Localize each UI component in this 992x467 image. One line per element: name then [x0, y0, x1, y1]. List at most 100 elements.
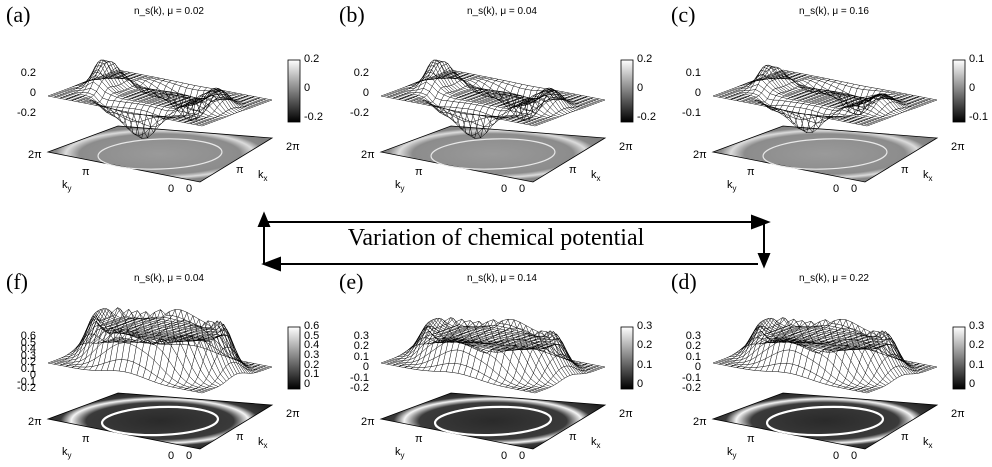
axis-label-ky: ky — [395, 179, 405, 193]
z-axis-tick: -0.2 — [682, 382, 701, 394]
axis-tick-2pi-ky: 2π — [361, 416, 375, 428]
colorbar-tick: 0.1 — [637, 358, 653, 371]
colorbar — [287, 326, 301, 390]
axis-tick-zero-ky: 0 — [833, 450, 839, 462]
z-axis-tick: -0.2 — [350, 107, 369, 119]
colorbar-tick: 0.2 — [304, 53, 320, 65]
z-axis-tick: 0.2 — [685, 340, 701, 353]
panel-b: (b) n_s(k), μ = 0.04 2π π 0 0 π 2π ky kx 0.2 0 -0.… — [333, 0, 663, 200]
colorbar-tick: 0.1 — [304, 368, 320, 381]
axis-label-ky: ky — [395, 446, 405, 460]
axis-tick-pi-ky: π — [82, 433, 90, 445]
z-axis-tick: 0.1 — [353, 350, 369, 363]
colorbar-tick: 0.5 — [304, 329, 320, 342]
z-axis-tick: 0 — [29, 369, 36, 381]
cycle-arrow — [257, 211, 771, 272]
axis-label-kx: kx — [591, 436, 601, 450]
axis-label-kx: kx — [923, 436, 933, 450]
colorbar-tick: 0 — [637, 378, 644, 390]
axis-tick-2pi-kx: 2π — [286, 408, 300, 420]
floor-heatmap — [46, 125, 274, 183]
floor-heatmap — [379, 392, 607, 450]
panel-title: n_s(k), μ = 0.16 — [799, 6, 869, 17]
colorbar — [952, 59, 966, 123]
panel-title: n_s(k), μ = 0.22 — [799, 273, 869, 284]
axis-label-ky: ky — [727, 446, 737, 460]
axis-tick-zero-ky: 0 — [833, 183, 839, 195]
floor-heatmap — [379, 125, 607, 183]
axis-tick-2pi-ky: 2π — [28, 149, 42, 161]
axis-tick-pi-kx: π — [901, 431, 909, 443]
z-axis-tick: 0 — [362, 87, 369, 99]
axis-tick-pi-ky: π — [747, 166, 755, 178]
surface-mesh — [380, 59, 606, 139]
z-axis-tick: 0.5 — [20, 336, 36, 349]
axis-tick-zero-kx: 0 — [519, 183, 525, 195]
panel-c: (c) n_s(k), μ = 0.16 2π π 0 0 π 2π ky kx 0.1 0 -0.… — [665, 0, 992, 200]
z-axis-tick: -0.2 — [350, 382, 369, 394]
axis-tick-pi-kx: π — [236, 164, 244, 176]
colorbar-tick: 0.3 — [304, 349, 320, 361]
z-axis-tick: -0.1 — [17, 375, 36, 388]
colorbar — [620, 59, 634, 123]
axis-tick-pi-kx: π — [236, 431, 244, 443]
panel-d: (d) n_s(k), μ = 0.22 2π π 0 0 π 2π ky kx 0.3 0.2 0… — [665, 267, 992, 467]
z-axis-tick: 0.1 — [685, 67, 701, 79]
axis-tick-pi-ky: π — [82, 166, 90, 178]
axis-tick-2pi-ky: 2π — [693, 149, 707, 161]
axis-tick-pi-kx: π — [569, 431, 577, 443]
floor-heatmap — [711, 392, 939, 450]
colorbar-tick: 0.4 — [304, 339, 320, 352]
axis-tick-pi-kx: π — [569, 164, 577, 176]
colorbar-tick: 0 — [304, 378, 311, 390]
axis-tick-pi-ky: π — [415, 433, 423, 445]
z-axis-tick: -0.2 — [17, 382, 36, 394]
z-axis-tick: 0 — [29, 87, 36, 99]
colorbar-tick: 0 — [969, 378, 976, 390]
axis-label-kx: kx — [258, 436, 268, 450]
colorbar-tick: -0.1 — [969, 111, 988, 123]
z-axis-tick: 0.3 — [20, 349, 36, 362]
z-axis-tick: 0.6 — [20, 330, 36, 342]
axis-label-kx: kx — [591, 169, 601, 183]
axis-tick-zero-kx: 0 — [519, 450, 525, 462]
axis-label-ky: ky — [62, 179, 72, 193]
axis-tick-2pi-kx: 2π — [286, 141, 300, 153]
floor-heatmap — [46, 392, 274, 450]
colorbar-tick: 0 — [304, 82, 311, 94]
axis-tick-zero-ky: 0 — [501, 183, 507, 195]
surface-mesh — [47, 59, 273, 139]
z-axis-tick: -0.1 — [350, 371, 369, 384]
colorbar — [952, 326, 966, 390]
z-axis-tick: 0.2 — [20, 67, 36, 79]
colorbar-tick: 0.2 — [969, 339, 985, 352]
arrow-label: Variation of chemical potential — [347, 225, 645, 251]
fermi-ring — [765, 405, 885, 437]
colorbar-tick: 0.1 — [969, 358, 985, 371]
colorbar-tick: 0.2 — [637, 339, 653, 352]
panel-title: n_s(k), μ = 0.02 — [134, 6, 204, 17]
axis-tick-2pi-kx: 2π — [619, 408, 633, 420]
z-axis-tick: 0.3 — [685, 330, 701, 342]
z-axis-tick: -0.1 — [682, 107, 701, 119]
z-axis-tick: 0.3 — [353, 330, 369, 342]
z-axis-tick: -0.1 — [682, 371, 701, 384]
axis-tick-zero-kx: 0 — [851, 183, 857, 195]
z-axis-tick: 0.1 — [685, 350, 701, 363]
axis-tick-pi-ky: π — [415, 166, 423, 178]
axis-tick-zero-kx: 0 — [851, 450, 857, 462]
axis-label-ky: ky — [62, 446, 72, 460]
fermi-ring — [762, 138, 888, 170]
colorbar — [620, 326, 634, 390]
fermi-ring — [100, 405, 220, 437]
colorbar-tick: -0.2 — [637, 111, 656, 123]
colorbar-tick: -0.2 — [304, 111, 323, 123]
z-axis-tick: -0.2 — [17, 107, 36, 119]
panel-f: (f) n_s(k), μ = 0.04 2π π 0 0 π 2π ky kx 0.6 0.5 0… — [0, 267, 330, 467]
panel-letter: (e) — [339, 269, 364, 294]
axis-label-ky: ky — [727, 179, 737, 193]
